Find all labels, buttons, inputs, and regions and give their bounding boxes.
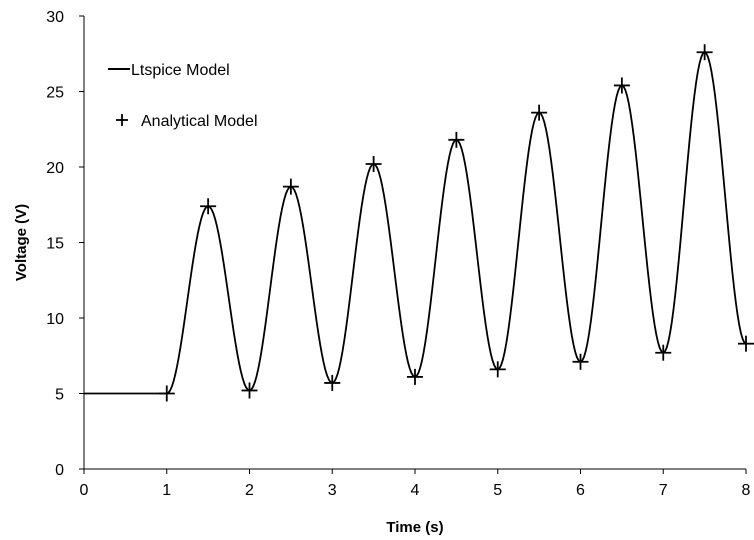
analytical-point xyxy=(696,44,713,61)
analytical-point xyxy=(613,77,630,94)
legend-label-analytical: Analytical Model xyxy=(141,113,258,130)
y-axis-title: Voltage (V) xyxy=(13,204,30,281)
y-tick-label: 5 xyxy=(55,387,64,404)
analytical-point xyxy=(158,385,175,402)
y-tick-label: 15 xyxy=(46,236,64,253)
x-axis-title: Time (s) xyxy=(386,519,443,536)
analytical-point xyxy=(324,374,341,391)
analytical-point xyxy=(365,155,382,172)
plot-area xyxy=(84,44,754,402)
x-tick-label: 1 xyxy=(162,482,171,499)
legend-label-ltspice: Ltspice Model xyxy=(131,62,230,79)
analytical-point xyxy=(655,344,672,361)
analytical-point xyxy=(407,368,423,385)
x-tick-label: 8 xyxy=(742,482,751,499)
legend-plus-marker xyxy=(116,114,128,126)
x-tick-label: 4 xyxy=(411,482,420,499)
x-tick-label: 0 xyxy=(80,482,89,499)
analytical-point xyxy=(489,361,506,378)
legend-plus-marker-swatch xyxy=(116,114,128,126)
y-tick-label: 10 xyxy=(46,311,64,328)
analytical-point xyxy=(572,353,589,370)
legend: Ltspice Model Analytical Model xyxy=(108,62,258,130)
y-tick-label: 20 xyxy=(46,160,64,177)
analytical-point xyxy=(448,131,465,148)
x-tick-label: 7 xyxy=(659,482,668,499)
series-line-ltspice xyxy=(84,51,747,395)
y-tick-label: 0 xyxy=(55,462,64,479)
analytical-point xyxy=(738,335,754,352)
y-tick-label: 25 xyxy=(46,85,64,102)
x-tick-label: 2 xyxy=(245,482,254,499)
y-tick-label: 30 xyxy=(46,9,64,26)
x-tick-label: 5 xyxy=(493,482,502,499)
analytical-point xyxy=(200,198,217,215)
analytical-point xyxy=(282,178,299,195)
x-tick-label: 3 xyxy=(328,482,337,499)
axes: 0 1 2 3 4 5 6 7 8 0 5 10 15 20 25 30 xyxy=(46,9,750,499)
x-tick-label: 6 xyxy=(576,482,585,499)
analytical-point xyxy=(241,382,258,399)
analytical-point xyxy=(531,104,548,121)
